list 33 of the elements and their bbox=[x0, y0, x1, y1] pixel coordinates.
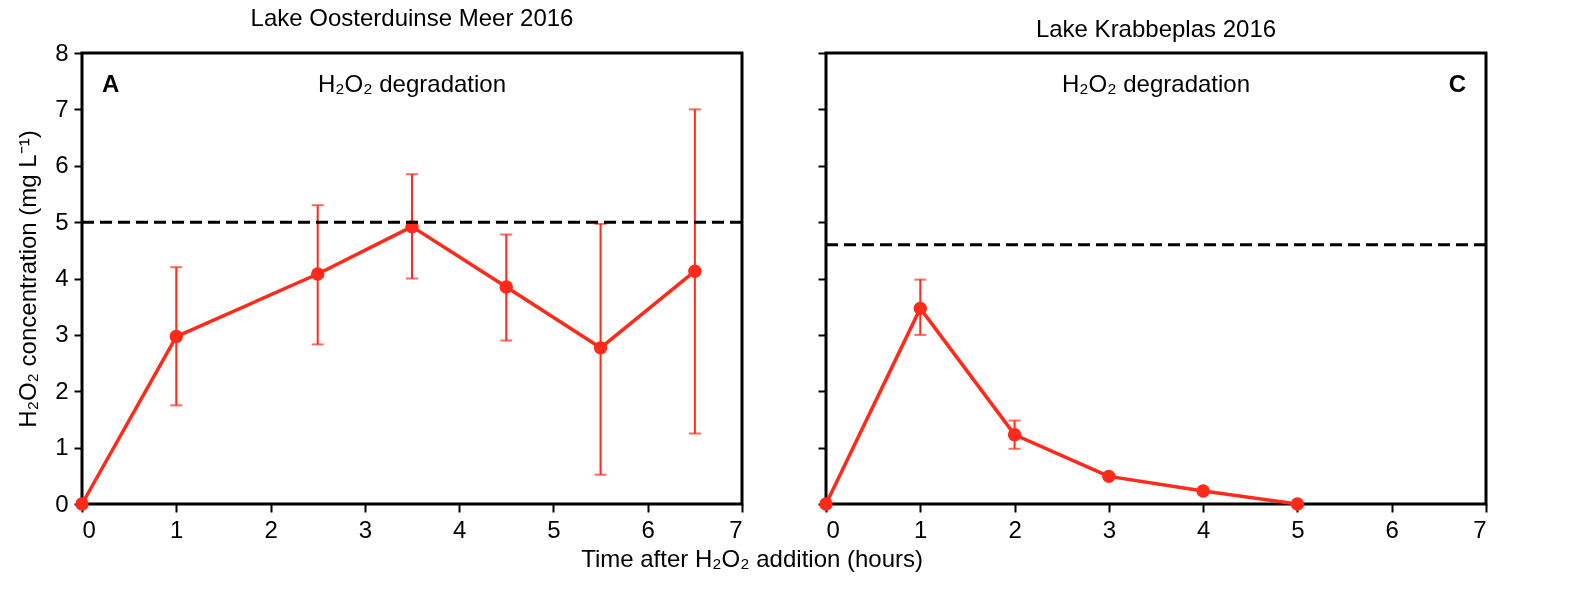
x-tick-label: 2 bbox=[264, 515, 278, 543]
x-tick-label: 4 bbox=[1196, 515, 1211, 543]
x-tick-label: 3 bbox=[358, 515, 373, 543]
y-tick-label: 1 bbox=[55, 433, 69, 461]
x-tick-label: 5 bbox=[547, 515, 561, 543]
x-tick-label: 1 bbox=[170, 515, 184, 543]
x-tick-label: 4 bbox=[452, 515, 467, 543]
annotation: A bbox=[102, 70, 120, 97]
chart-title: Lake Krabbeplas 2016 bbox=[1035, 15, 1277, 42]
y-tick-label: 5 bbox=[55, 207, 69, 235]
y-tick-label: 3 bbox=[55, 320, 69, 348]
annotation: H₂O₂ degradation bbox=[1061, 70, 1251, 97]
y-tick-label: 6 bbox=[55, 151, 69, 179]
chart-title: Lake Oosterduinse Meer 2016 bbox=[250, 4, 574, 31]
x-tick-label: 3 bbox=[1102, 515, 1117, 543]
y-tick-label: 0 bbox=[55, 489, 69, 517]
x-tick-label: 1 bbox=[914, 515, 928, 543]
y-axis-title: H₂O₂ concentration (mg L⁻¹) bbox=[14, 130, 42, 428]
x-tick-label: 6 bbox=[641, 515, 655, 543]
y-tick-label: 8 bbox=[55, 38, 69, 66]
x-tick-label: 6 bbox=[1385, 515, 1399, 543]
x-tick-label: 0 bbox=[82, 515, 96, 543]
annotation: C bbox=[1448, 70, 1466, 97]
x-tick-label: 7 bbox=[729, 515, 743, 543]
y-tick-label: 7 bbox=[55, 94, 69, 122]
x-tick-label: 2 bbox=[1008, 515, 1022, 543]
x-tick-label: 5 bbox=[1291, 515, 1305, 543]
x-tick-label: 0 bbox=[826, 515, 840, 543]
y-tick-label: 2 bbox=[55, 376, 69, 404]
annotation: H₂O₂ degradation bbox=[317, 70, 507, 97]
x-tick-label: 7 bbox=[1473, 515, 1487, 543]
x-axis-title: Time after H₂O₂ addition (hours) bbox=[581, 544, 924, 572]
y-tick-label: 4 bbox=[55, 264, 69, 291]
